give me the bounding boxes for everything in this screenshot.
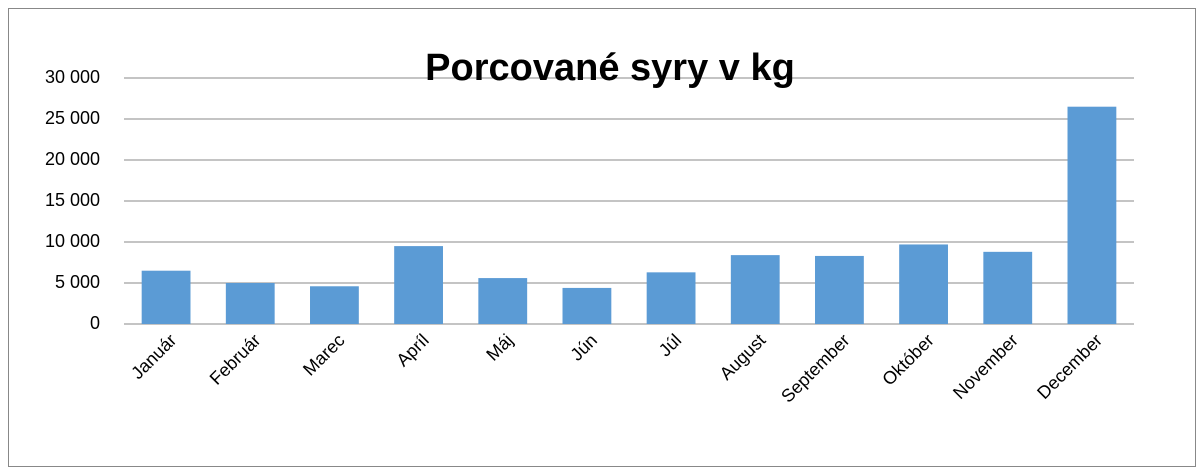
bar xyxy=(562,287,612,324)
y-tick-label: 0 xyxy=(90,313,100,333)
y-tick-label: 10 000 xyxy=(45,231,100,251)
bar xyxy=(646,272,696,324)
y-tick-label: 25 000 xyxy=(45,108,100,128)
y-tick-label: 5 000 xyxy=(55,272,100,292)
bar xyxy=(141,270,191,324)
bar xyxy=(983,251,1033,324)
bar xyxy=(899,244,948,324)
chart-border xyxy=(8,8,1196,467)
y-tick-label: 20 000 xyxy=(45,149,100,169)
bar xyxy=(478,278,528,324)
bar xyxy=(730,255,780,324)
bar xyxy=(225,283,275,324)
y-tick-label: 30 000 xyxy=(45,67,100,87)
bar xyxy=(394,246,443,324)
chart-title: Porcované syry v kg xyxy=(425,47,795,89)
bar xyxy=(1067,106,1117,324)
y-tick-label: 15 000 xyxy=(45,190,100,210)
bar xyxy=(815,255,864,324)
bar xyxy=(310,286,359,324)
